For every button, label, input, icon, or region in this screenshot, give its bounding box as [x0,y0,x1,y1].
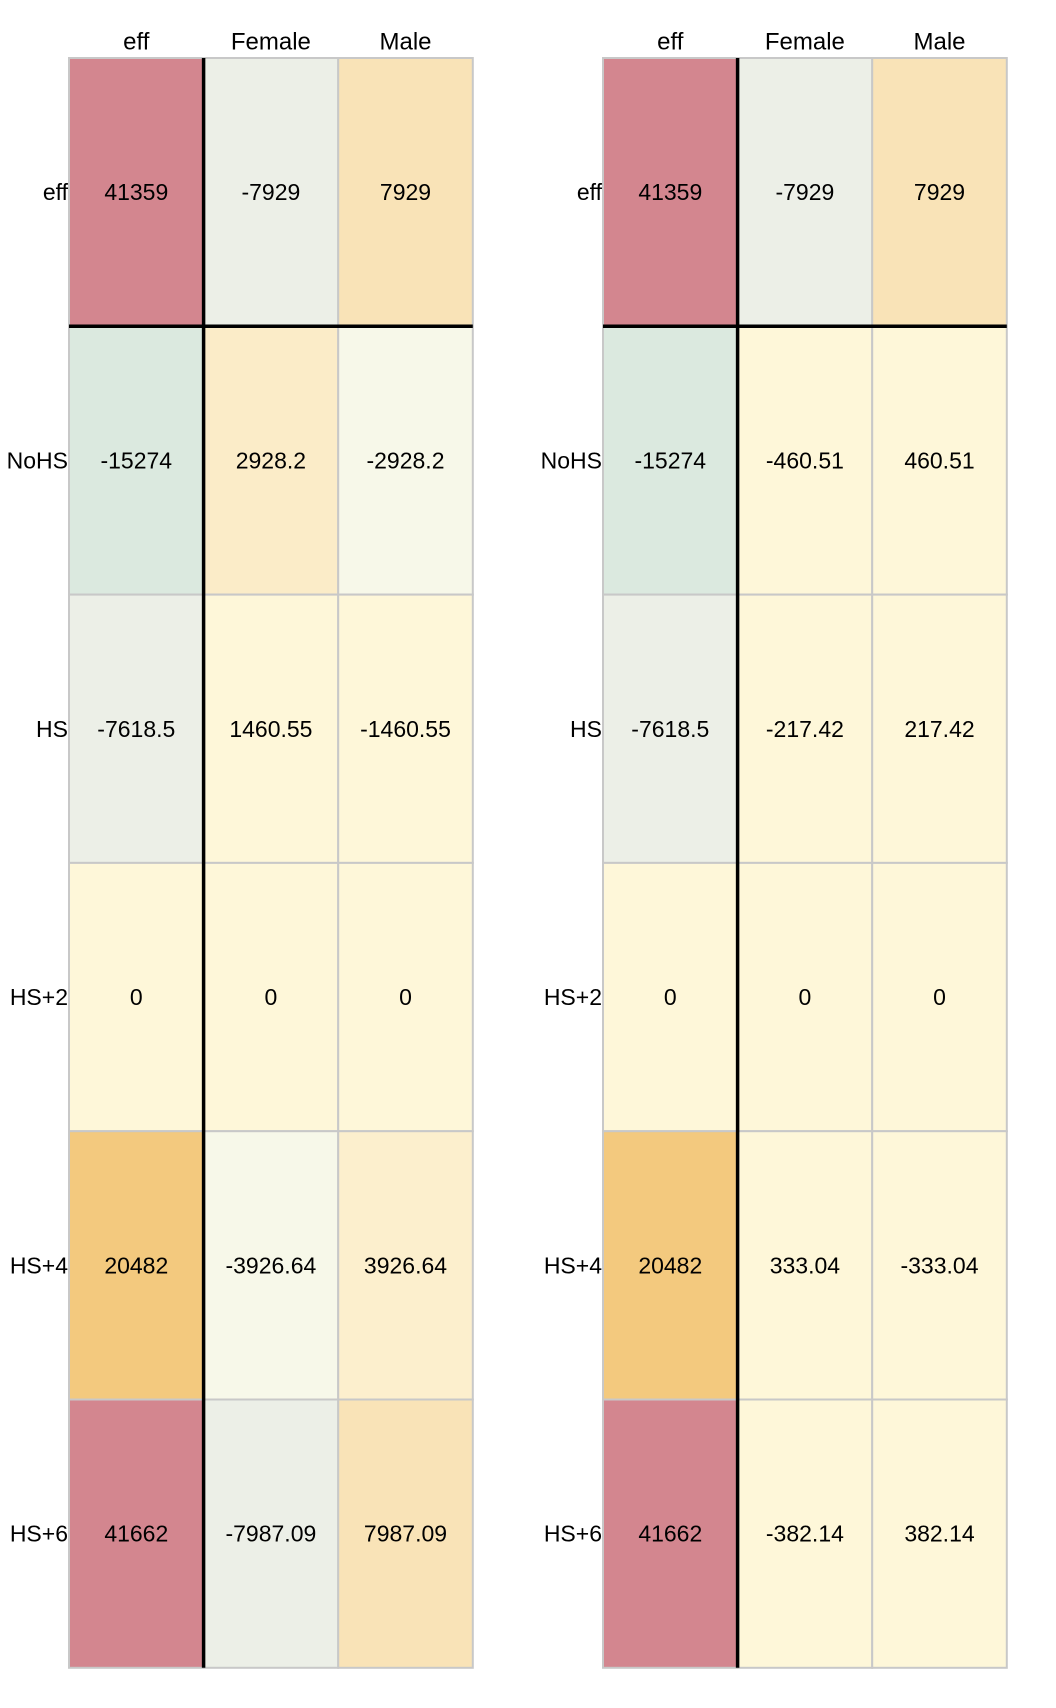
row-label: NoHS [7,447,68,473]
heatmap-cell [871,593,1008,864]
cell-value-label: -460.51 [766,447,844,473]
cell-value-label: 20482 [638,1252,702,1278]
heatmap-panel-2: eff Female Male eff NoHS HS HS+2 HS+4 HS+6 41359 -… [541,29,1008,1669]
column-label: eff [123,29,150,56]
cell-value-label: -7618.5 [631,716,709,742]
cell-value-label: -333.04 [900,1252,978,1278]
row-label: HS [36,716,68,742]
cell-value-label: 382.14 [904,1521,975,1547]
cell-value-label: 7987.09 [364,1521,447,1547]
column-label: Female [765,29,845,56]
cell-value-label: -1460.55 [360,716,451,742]
heatmap-cell [602,325,739,596]
row-label: NoHS [541,447,602,473]
cell-value-label: 0 [399,984,412,1010]
heatmap-cell [337,325,474,596]
heatmap-cell [871,57,1008,328]
cell-value-label: 0 [265,984,278,1010]
cell-value-label: 0 [933,984,946,1010]
cell-value-label: 217.42 [904,716,974,742]
cell-value-label: 41662 [638,1521,702,1547]
column-label: Male [913,29,965,56]
heatmap-cell [68,325,205,596]
cell-value-label: -15274 [100,447,172,473]
heatmap-cell [68,57,205,328]
column-label: Male [379,29,431,56]
heatmap-cell [871,1398,1008,1669]
cell-value-label: 20482 [104,1252,168,1278]
heatmap-cell [202,1130,340,1401]
cell-value-label: -3926.64 [225,1252,316,1278]
cell-value-label: -7618.5 [97,716,175,742]
cell-value-label: 460.51 [904,447,974,473]
heatmap-cell [337,1130,474,1401]
cell-value-label: -7929 [775,179,834,205]
heatmap-cell [202,57,340,328]
heatmap-cell [736,1398,874,1669]
column-label: Female [231,29,311,56]
heatmap-cell [602,1130,739,1401]
cell-value-label: -2928.2 [366,447,444,473]
cell-value-label: 333.04 [770,1252,841,1278]
row-label: HS+6 [10,1521,68,1547]
cell-value-label: -15274 [634,447,706,473]
cell-value-label: 0 [130,984,143,1010]
cell-value-label: -382.14 [766,1521,844,1547]
cell-value-label: -7929 [241,179,300,205]
heatmap-cell [68,1398,205,1669]
heatmap-cell [337,1398,474,1669]
cell-value-label: 7929 [914,179,965,205]
row-label: HS+4 [544,1252,602,1278]
cell-value-label: 1460.55 [229,716,312,742]
row-label: HS+2 [544,984,602,1010]
column-label: eff [657,29,684,56]
cell-value-label: 2928.2 [236,447,306,473]
cell-value-label: 41359 [104,179,168,205]
cell-value-label: 3926.64 [364,1252,447,1278]
heatmap-cell [202,325,340,596]
heatmap-cell [871,861,1008,1133]
row-label: HS [570,716,602,742]
cell-value-label: 41359 [638,179,702,205]
heatmap-cell [736,593,874,864]
row-label: HS+6 [544,1521,602,1547]
heatmap-cell [68,861,205,1133]
heatmap-cell [68,1130,205,1401]
heatmap-cell [202,1398,340,1669]
row-label: HS+4 [10,1252,68,1278]
cell-value-label: -7987.09 [225,1521,316,1547]
cell-value-label: 41662 [104,1521,168,1547]
cell-value-label: -217.42 [766,716,844,742]
heatmap-cell [871,325,1008,596]
heatmap-cell [337,861,474,1133]
row-label: HS+2 [10,984,68,1010]
cell-value-label: 7929 [380,179,431,205]
cell-value-label: 0 [664,984,677,1010]
heatmap-cell [871,1130,1008,1401]
cell-value-label: 0 [799,984,812,1010]
row-label: eff [43,179,69,205]
heatmap-panel-1: eff Female Male eff NoHS HS HS+2 HS+4 HS+6 41359 -… [7,29,474,1669]
row-label: eff [577,179,603,205]
heatmap-cell [337,57,474,328]
